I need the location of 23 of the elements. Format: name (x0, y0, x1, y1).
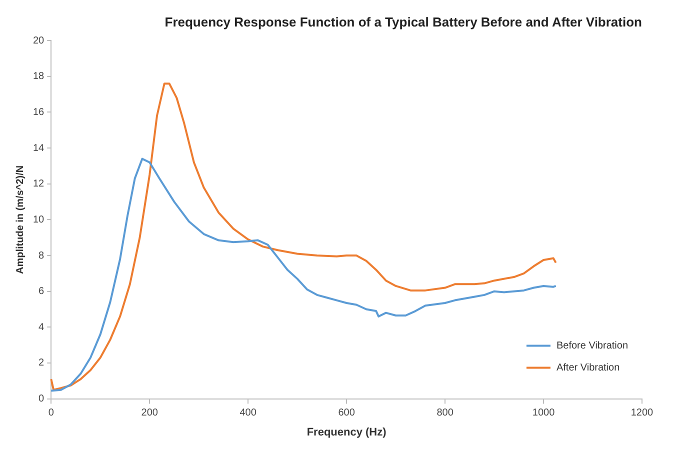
x-tick-label: 800 (436, 408, 454, 419)
y-tick-label: 6 (38, 286, 45, 298)
x-tick-label: 1000 (532, 408, 556, 419)
y-tick-label: 14 (33, 142, 45, 154)
y-tick-label: 2 (38, 358, 45, 369)
x-tick-label: 400 (240, 408, 257, 419)
x-tick-label: 0 (48, 408, 54, 419)
x-tick-label: 1200 (630, 408, 654, 419)
x-axis-title: Frequency (Hz) (306, 426, 387, 438)
y-axis-title: Amplitude in (m/s^2)/N (14, 165, 26, 274)
y-tick-label: 20 (33, 35, 45, 46)
y-tick-label: 12 (33, 178, 45, 190)
x-tick-label: 600 (338, 408, 356, 419)
x-tick-label: 200 (141, 408, 158, 419)
chart-title: Frequency Response Function of a Typical Battery Before and After Vibration (164, 14, 642, 30)
y-tick-label: 16 (33, 106, 45, 118)
y-tick-label: 18 (33, 71, 45, 82)
legend-label: After Vibration (556, 362, 620, 374)
y-tick-label: 10 (33, 214, 45, 226)
y-tick-label: 4 (38, 322, 45, 333)
legend-label: Before Vibration (556, 340, 628, 352)
y-tick-label: 0 (38, 394, 45, 405)
y-tick-label: 8 (38, 250, 45, 262)
